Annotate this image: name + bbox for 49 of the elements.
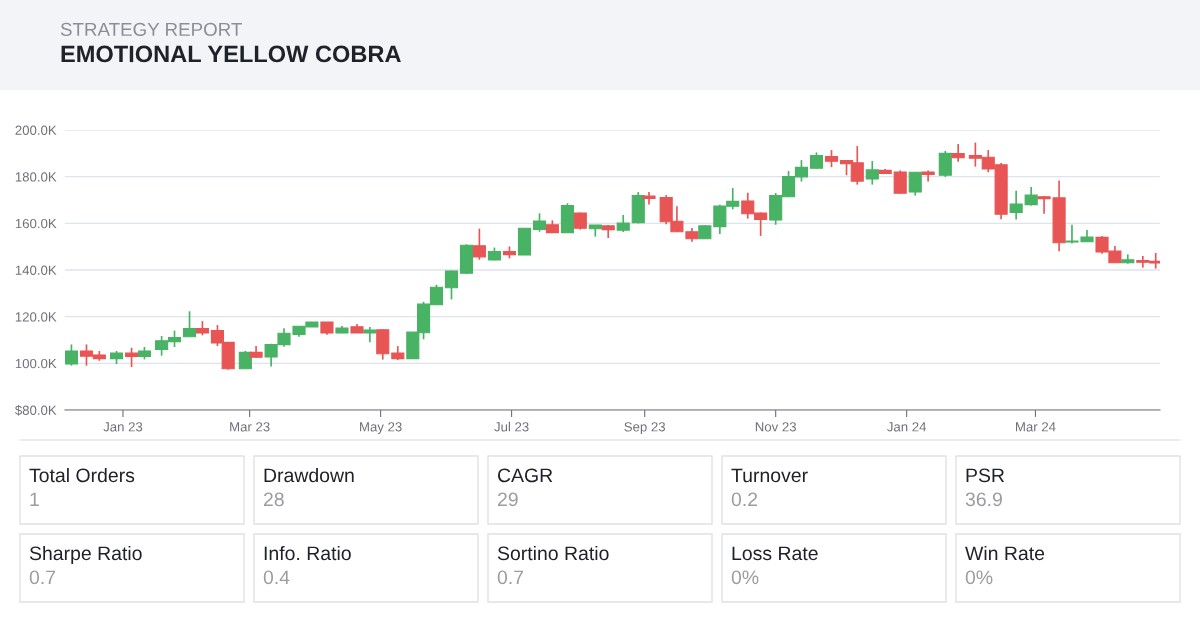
y-tick-label: 120.0K <box>15 312 57 322</box>
candlestick <box>532 212 547 233</box>
text: 1 <box>30 492 39 507</box>
candlestick <box>444 269 459 301</box>
y-tick-label: 180.0K <box>15 172 57 182</box>
category-label: Loss Rate <box>732 546 818 561</box>
candlestick <box>865 160 879 186</box>
category-label: Turnover <box>731 468 808 483</box>
text: 0% <box>965 570 993 585</box>
category-label: CAGR <box>497 468 553 483</box>
candlestick <box>1024 186 1038 207</box>
text: 0.7 <box>29 570 56 585</box>
category-label: PSR <box>966 468 1005 483</box>
text: 0% <box>731 570 759 585</box>
x-tick-label: Mar 23 <box>230 422 270 432</box>
category-label: Total Orders <box>29 467 135 483</box>
candlestick <box>908 171 922 197</box>
text: 36.9 <box>965 492 1002 507</box>
candlestick <box>182 310 197 338</box>
x-tick-label: Jan 23 <box>103 422 143 432</box>
y-tick-label: 200.0K <box>15 125 57 135</box>
category-label: Win Rate <box>965 545 1045 561</box>
x-tick-label: Jul 23 <box>494 421 529 432</box>
category-label: Sharpe Ratio <box>29 545 142 565</box>
candlestick <box>893 169 907 195</box>
category-label: Sortino Ratio <box>497 545 609 561</box>
candlestick <box>1009 189 1023 221</box>
category-label: Info. Ratio <box>264 545 351 561</box>
x-tick-label: Nov 23 <box>755 422 796 432</box>
x-tick-label: Mar 24 <box>1016 422 1056 432</box>
y-tick-label: 160.0K <box>15 218 57 229</box>
text: 0.4 <box>263 570 290 585</box>
candlestick <box>938 150 952 178</box>
y-tick-label: 100.0K <box>15 358 57 369</box>
chart-title: STRATEGY REPORT <box>60 22 242 37</box>
text: 0.2 <box>731 492 758 507</box>
text: 0.7 <box>497 570 524 585</box>
x-tick-label: May 23 <box>360 422 402 435</box>
category-label: Drawdown <box>264 467 354 483</box>
y-tick-label: 140.0K <box>15 265 57 275</box>
x-tick-label: Sep 23 <box>624 422 666 435</box>
x-tick-label: Jan 24 <box>887 422 927 432</box>
y-tick-label: $80.0K <box>14 405 57 416</box>
chart-subtitle: EMOTIONAL YELLOW COBRA <box>61 45 401 63</box>
text: 28 <box>263 492 284 507</box>
candlestick <box>124 346 139 368</box>
candlestick <box>65 343 79 367</box>
text: 29 <box>497 492 518 507</box>
candlestick <box>472 227 486 261</box>
